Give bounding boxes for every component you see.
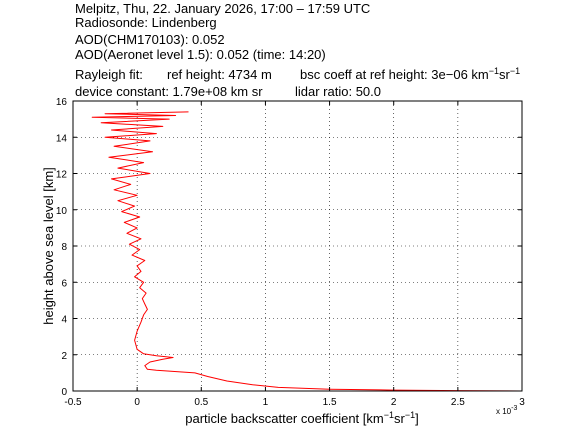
y-tick-label: 16 [56,97,68,108]
x-tick-label: 0.5 [194,397,208,408]
y-tick-label: 4 [61,315,67,326]
rayleigh-label: Rayleigh fit: [75,67,143,82]
x-tick-label: 2.5 [451,397,465,408]
x-tick-label: 1.5 [323,397,337,408]
device-constant: device constant: 1.79e+08 km sr [75,84,263,99]
bsc-coeff: bsc coeff at ref height: 3e−06 km−1sr−1 [300,66,520,82]
y-tick-label: 14 [56,133,68,144]
header-line-2: Radiosonde: Lindenberg [75,15,217,30]
x-tick-label: -0.5 [64,397,82,408]
series-layer [91,111,523,392]
y-tick-label: 8 [61,242,67,253]
x-tick-label: 3 [519,397,525,408]
ref-height: ref height: 4734 m [167,67,272,82]
x-tick-label: 2 [391,397,397,408]
backscatter-profile-line [91,111,523,392]
lidar-ratio: lidar ratio: 50.0 [295,84,381,99]
grid-lines [73,101,522,391]
x-tick-label: 1 [263,397,269,408]
y-tick-label: 6 [61,278,67,289]
x-axis-label: particle backscatter coefficient [km−1sr… [185,410,418,426]
x-tick-label: 0 [134,397,140,408]
y-ticks: 0 2 4 6 8 10 12 14 16 [56,97,522,398]
header-line-1: Melpitz, Thu, 22. January 2026, 17:00 – … [75,1,370,16]
y-tick-label: 2 [61,351,67,362]
y-tick-label: 10 [56,206,68,217]
y-tick-label: 0 [61,387,67,398]
y-tick-label: 12 [56,170,68,181]
x-multiplier: x 10-3 [496,405,517,416]
header-line-3: AOD(CHM170103): 0.052 [75,32,225,47]
header-line-4: AOD(Aeronet level 1.5): 0.052 (time: 14:… [75,47,326,62]
y-axis-label: height above sea level [km] [41,167,56,325]
x-ticks: -0.5 0 0.5 1 1.5 2 2.5 3 [64,101,525,408]
